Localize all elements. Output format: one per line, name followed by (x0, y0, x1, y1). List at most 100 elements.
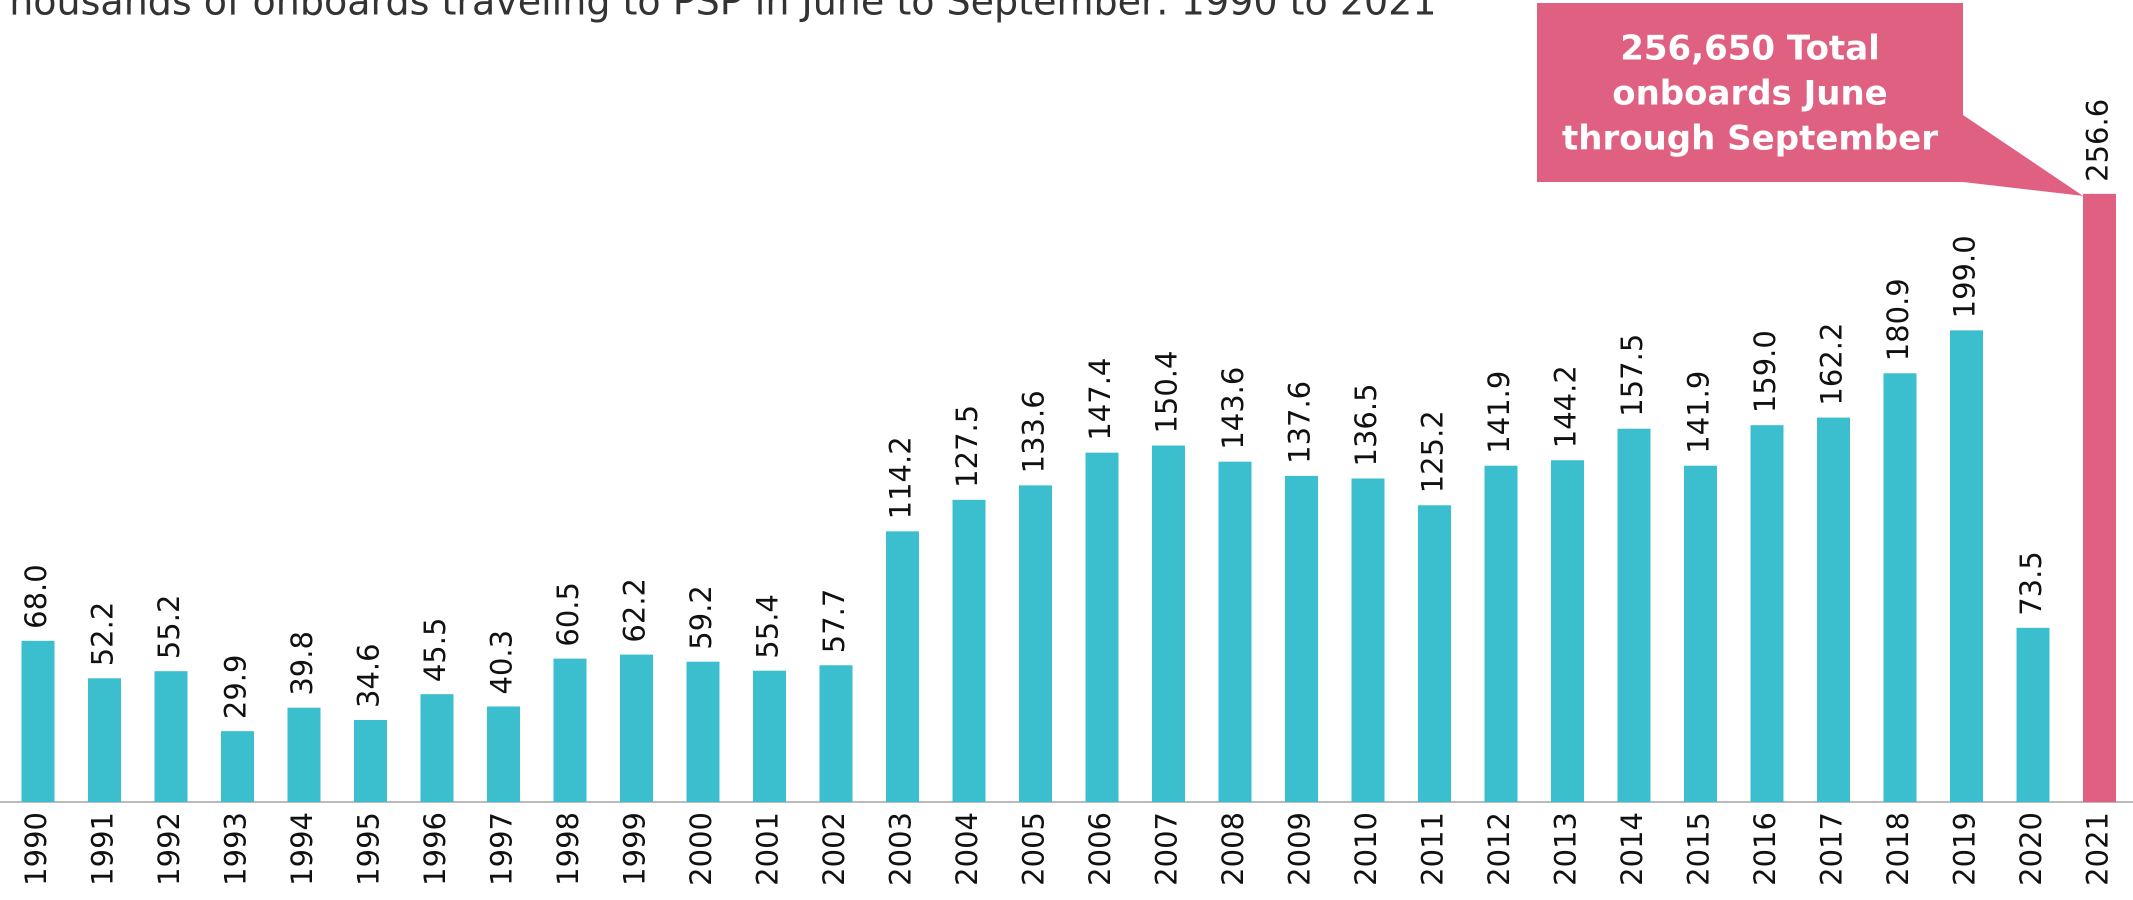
bar (1817, 417, 1850, 802)
bar (1617, 428, 1651, 802)
value-label: 114.2 (884, 436, 918, 519)
value-label: 52.2 (86, 602, 120, 667)
x-tick-label: 2001 (751, 812, 785, 886)
value-label: 59.2 (684, 585, 718, 650)
bar (753, 670, 786, 802)
x-tick-label: 2012 (1482, 812, 1516, 886)
x-tick-label: 2007 (1150, 812, 1184, 886)
bar (1883, 373, 1917, 802)
value-label: 157.5 (1615, 334, 1649, 417)
value-label: 125.2 (1416, 410, 1450, 493)
value-label: 40.3 (485, 630, 519, 695)
bar (686, 661, 720, 802)
bar (2083, 193, 2116, 802)
bar (819, 665, 853, 802)
value-label: 55.2 (152, 595, 186, 660)
bar (1351, 478, 1385, 802)
value-label: 180.9 (1881, 278, 1915, 361)
value-label: 141.9 (1482, 371, 1516, 454)
bar (553, 658, 587, 802)
value-label: 256.6 (2081, 99, 2115, 182)
value-label: 39.8 (285, 631, 319, 696)
value-label: 127.5 (950, 405, 984, 488)
bar (620, 654, 653, 802)
bar (21, 640, 55, 802)
value-label: 55.4 (751, 594, 785, 659)
bar (886, 531, 919, 802)
bar (1750, 425, 1784, 802)
x-tick-label: 2016 (1748, 812, 1782, 886)
x-tick-label: 2015 (1682, 812, 1716, 886)
value-label: 141.9 (1682, 371, 1716, 454)
x-tick-label: 1990 (19, 812, 53, 886)
bar (1484, 465, 1518, 802)
value-label: 136.5 (1349, 383, 1383, 466)
bar (1684, 465, 1717, 802)
x-tick-label: 2011 (1416, 812, 1450, 886)
value-label: 147.4 (1083, 358, 1117, 441)
x-tick-label: 1994 (285, 812, 319, 886)
value-label: 62.2 (618, 578, 652, 643)
value-label: 137.6 (1283, 381, 1317, 464)
value-label: 68.0 (19, 564, 53, 629)
value-label: 150.4 (1150, 351, 1184, 434)
x-tick-label: 2005 (1017, 812, 1051, 886)
x-tick-label: 2019 (1948, 812, 1982, 886)
bar (1152, 445, 1185, 802)
bar (952, 499, 986, 802)
x-tick-label: 2013 (1549, 812, 1583, 886)
bar (287, 707, 321, 802)
annotation-text: through September (1562, 119, 1938, 159)
x-tick-label: 1993 (219, 812, 253, 886)
annotation-text: onboards June (1612, 74, 1888, 114)
x-tick-label: 2003 (884, 812, 918, 886)
value-label: 144.2 (1549, 365, 1583, 448)
bar (487, 706, 520, 802)
x-tick-label: 2020 (2014, 812, 2048, 886)
x-tick-label: 2018 (1881, 812, 1915, 886)
value-label: 199.0 (1948, 235, 1982, 318)
x-tick-label: 1999 (618, 812, 652, 886)
x-tick-label: 2006 (1083, 812, 1117, 886)
annotation-box (1537, 3, 2083, 196)
value-label: 133.6 (1017, 390, 1051, 473)
bar (88, 678, 121, 802)
x-tick-label: 2014 (1615, 812, 1649, 886)
bar (221, 731, 254, 802)
x-tick-label: 2017 (1815, 812, 1849, 886)
x-tick-label: 2010 (1349, 812, 1383, 886)
value-label: 162.2 (1815, 323, 1849, 406)
annotation-text: 256,650 Total (1620, 29, 1880, 69)
bar (420, 694, 454, 802)
value-label: 60.5 (551, 582, 585, 647)
bar (1418, 505, 1451, 802)
value-label: 143.6 (1216, 367, 1250, 450)
bar (1950, 330, 1983, 802)
bar (354, 719, 387, 802)
x-tick-label: 2002 (817, 812, 851, 886)
x-tick-label: 1995 (352, 812, 386, 886)
bar (1085, 452, 1119, 802)
value-label: 159.0 (1748, 330, 1782, 413)
x-tick-label: 1991 (86, 812, 120, 886)
bar (1285, 475, 1318, 802)
x-tick-label: 1997 (485, 812, 519, 886)
x-tick-label: 2008 (1216, 812, 1250, 886)
value-label: 29.9 (219, 655, 253, 720)
x-tick-label: 2021 (2081, 812, 2115, 886)
x-tick-label: 1998 (551, 812, 585, 886)
x-tick-label: 1992 (152, 812, 186, 886)
bar (1019, 485, 1052, 802)
value-label: 73.5 (2014, 551, 2048, 616)
value-label: 57.7 (817, 589, 851, 654)
bar (1551, 460, 1584, 802)
chart-title: Thousands of onboards traveling to PSP i… (0, 0, 1437, 24)
x-tick-label: 2009 (1283, 812, 1317, 886)
x-tick-label: 2000 (684, 812, 718, 886)
bar (2016, 627, 2050, 802)
value-label: 45.5 (418, 618, 452, 683)
bar (154, 671, 188, 802)
bar (1218, 461, 1252, 802)
x-tick-label: 1996 (418, 812, 452, 886)
